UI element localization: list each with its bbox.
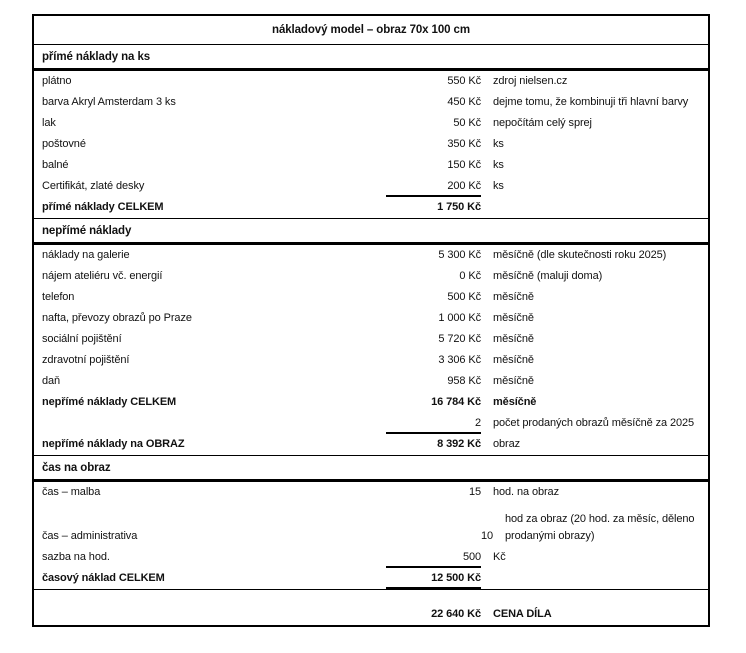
table-row: sociální pojištění 5 720 Kč měsíčně: [34, 329, 708, 350]
row-value: 50 Kč: [453, 117, 481, 129]
row-label: [34, 413, 386, 434]
cost-table: nákladový model – obraz 70x 100 cm přímé…: [32, 14, 710, 627]
row-note: nepočítám celý sprej: [493, 117, 592, 129]
row-note: počet prodaných obrazů měsíčně za 2025: [493, 417, 695, 429]
total-row: časový náklad CELKEM 12 500 Kč: [34, 568, 708, 589]
row-value: 8 392 Kč: [437, 438, 481, 450]
row-value: 150 Kč: [447, 159, 481, 171]
row-value: 958 Kč: [447, 375, 481, 387]
row-value: 5 720 Kč: [438, 333, 481, 345]
row-label: čas – administrativa: [42, 530, 138, 542]
row-value: 450 Kč: [447, 96, 481, 108]
row-note: měsíčně: [493, 291, 534, 303]
row-note: měsíčně: [493, 354, 534, 366]
table-row: náklady na galerie 5 300 Kč měsíčně (dle…: [34, 245, 708, 266]
row-value: 1 000 Kč: [438, 312, 481, 324]
table-row: lak 50 Kč nepočítám celý sprej: [34, 113, 708, 134]
row-value: 12 500 Kč: [386, 568, 481, 589]
row-note: zdroj nielsen.cz: [493, 75, 568, 87]
row-note: měsíčně: [493, 312, 534, 324]
table-row: plátno 550 Kč zdroj nielsen.cz: [34, 71, 708, 92]
row-label: barva Akryl Amsterdam 3 ks: [42, 96, 176, 108]
final-price-label: CENA DÍLA: [493, 608, 552, 620]
section-header-direct-costs: přímé náklady na ks: [34, 45, 708, 71]
row-label: poštovné: [42, 138, 86, 150]
row-value: 2: [386, 413, 481, 434]
row-value: 500: [386, 547, 481, 568]
row-label: sociální pojištění: [42, 333, 122, 345]
table-row: čas – malba 15 hod. na obraz: [34, 482, 708, 503]
row-note: ks: [493, 138, 504, 150]
row-label: lak: [42, 117, 56, 129]
row-label: Certifikát, zlaté desky: [42, 180, 145, 192]
row-value: 500 Kč: [447, 291, 481, 303]
price-row: 22 640 Kč CENA DÍLA: [34, 604, 708, 625]
table-row: daň 958 Kč měsíčně: [34, 371, 708, 392]
row-label: náklady na galerie: [42, 249, 130, 261]
row-label: zdravotní pojištění: [42, 354, 130, 366]
row-value: 5 300 Kč: [438, 249, 481, 261]
table-row: sazba na hod. 500 Kč: [34, 547, 708, 568]
row-label: nepřímé náklady na OBRAZ: [42, 438, 185, 450]
table-row: balné 150 Kč ks: [34, 155, 708, 176]
section-grand-total: 22 640 Kč CENA DÍLA: [34, 590, 708, 625]
table-row: 2 počet prodaných obrazů měsíčně za 2025: [34, 413, 708, 434]
table-row: Certifikát, zlaté desky 200 Kč ks: [34, 176, 708, 197]
row-note: dejme tomu, že kombinuji tři hlavní barv…: [493, 96, 689, 108]
section-indirect-costs: náklady na galerie 5 300 Kč měsíčně (dle…: [34, 245, 708, 456]
row-label: [34, 604, 386, 625]
row-label: daň: [42, 375, 61, 387]
row-note: [481, 197, 708, 218]
row-note: měsíčně (maluji doma): [493, 270, 603, 282]
row-value: 10: [480, 530, 493, 542]
row-note: Kč: [493, 551, 506, 563]
row-note: ks: [493, 180, 504, 192]
row-value: 350 Kč: [447, 138, 481, 150]
section-direct-costs: plátno 550 Kč zdroj nielsen.cz barva Akr…: [34, 71, 708, 219]
row-value: 550 Kč: [447, 75, 481, 87]
total-row: nepřímé náklady CELKEM 16 784 Kč měsíčně: [34, 392, 708, 413]
row-label: nájem ateliéru vč. energií: [42, 270, 163, 282]
row-note: ks: [493, 159, 504, 171]
row-value: 3 306 Kč: [438, 354, 481, 366]
row-label: nafta, převozy obrazů po Praze: [42, 312, 192, 324]
table-row: telefon 500 Kč měsíčně: [34, 287, 708, 308]
table-row: zdravotní pojištění 3 306 Kč měsíčně: [34, 350, 708, 371]
total-row: nepřímé náklady na OBRAZ 8 392 Kč obraz: [34, 434, 708, 455]
row-label: nepřímé náklady CELKEM: [42, 396, 177, 408]
spacer-row: [34, 590, 708, 604]
row-note: hod za obraz (20 hod. za měsíc, děleno p…: [505, 513, 695, 542]
row-label: přímé náklady CELKEM: [42, 201, 164, 213]
row-value: 200 Kč: [386, 176, 481, 197]
row-note: obraz: [493, 438, 521, 450]
table-row: nafta, převozy obrazů po Praze 1 000 Kč …: [34, 308, 708, 329]
section-header-time-per-painting: čas na obraz: [34, 456, 708, 482]
row-label: čas – malba: [42, 486, 101, 498]
row-note: měsíčně: [493, 396, 537, 408]
total-row: přímé náklady CELKEM 1 750 Kč: [34, 197, 708, 218]
row-value: 15: [468, 486, 481, 498]
row-label: balné: [42, 159, 69, 171]
table-row: barva Akryl Amsterdam 3 ks 450 Kč dejme …: [34, 92, 708, 113]
row-note: měsíčně (dle skutečnosti roku 2025): [493, 249, 667, 261]
row-note: měsíčně: [493, 333, 534, 345]
row-value: 16 784 Kč: [431, 396, 481, 408]
row-note: hod. na obraz: [493, 486, 559, 498]
row-note: měsíčně: [493, 375, 534, 387]
table-row: poštovné 350 Kč ks: [34, 134, 708, 155]
row-label: telefon: [42, 291, 75, 303]
row-value: 0 Kč: [459, 270, 481, 282]
row-label: sazba na hod.: [42, 551, 110, 563]
row-label: plátno: [42, 75, 72, 87]
section-time-per-painting: čas – malba 15 hod. na obraz čas – admin…: [34, 482, 708, 590]
section-header-indirect-costs: nepřímé náklady: [34, 219, 708, 245]
final-price-value: 22 640 Kč: [431, 608, 481, 620]
row-value: 1 750 Kč: [437, 201, 481, 213]
table-row: nájem ateliéru vč. energií 0 Kč měsíčně …: [34, 266, 708, 287]
row-label: časový náklad CELKEM: [42, 572, 165, 584]
table-title: nákladový model – obraz 70x 100 cm: [34, 16, 708, 45]
row-note: [481, 568, 708, 589]
table-row: čas – administrativa 10 hod za obraz (20…: [34, 503, 708, 547]
